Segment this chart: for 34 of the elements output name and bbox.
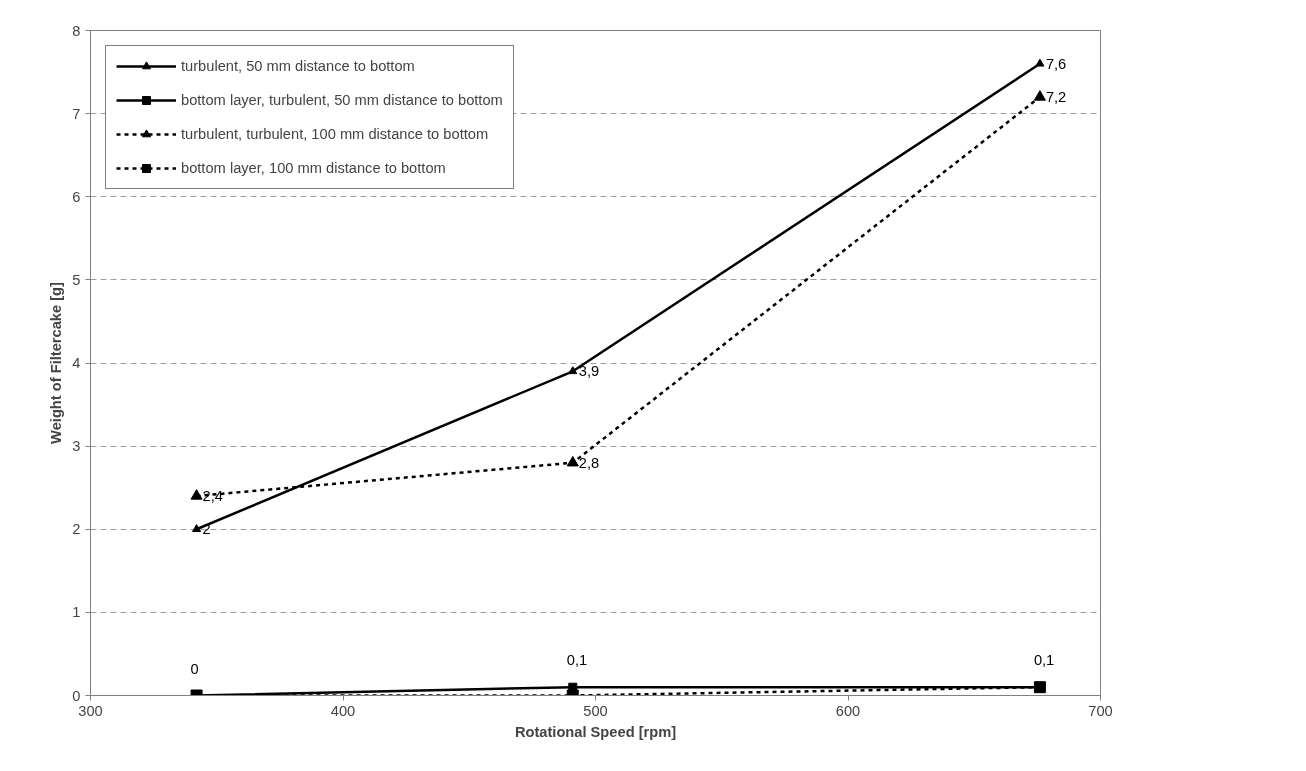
y-tick-label: 0 bbox=[72, 687, 81, 704]
y-tick-label: 1 bbox=[72, 604, 81, 621]
y-tick-label: 6 bbox=[72, 188, 81, 205]
point bbox=[566, 455, 579, 467]
data-label: 2,4 bbox=[202, 488, 223, 504]
y-tick-label: 7 bbox=[72, 105, 81, 122]
y-tick-label: 4 bbox=[72, 355, 81, 371]
data-label: 0,1 bbox=[1033, 652, 1055, 669]
data-label: 2,8 bbox=[578, 454, 600, 471]
x-tick-label: 400 bbox=[330, 702, 356, 719]
data-label: 3,9 bbox=[578, 363, 600, 380]
data-label: 7,6 bbox=[1045, 55, 1067, 72]
x-tick-label: 600 bbox=[835, 702, 861, 719]
point bbox=[192, 524, 202, 533]
x-tick-label: 300 bbox=[78, 702, 103, 719]
y-tick-label: 2 bbox=[72, 521, 81, 538]
y-tick-label: 3 bbox=[72, 438, 81, 455]
point bbox=[190, 489, 203, 500]
point bbox=[1035, 58, 1045, 67]
x-tick-label: 700 bbox=[1088, 702, 1113, 719]
y-tick-label: 5 bbox=[72, 271, 81, 288]
point bbox=[1033, 90, 1046, 101]
legend-label: turbulent, 50 mm distance to bottom bbox=[181, 58, 415, 74]
x-tick-label: 500 bbox=[583, 702, 608, 719]
data-label: 0,1 bbox=[566, 652, 588, 669]
legend-label: bottom layer, turbulent, 50 mm distance to bottom bbox=[181, 92, 503, 108]
y-tick-label: 8 bbox=[72, 22, 81, 39]
data-label: 0 bbox=[190, 660, 199, 677]
point bbox=[568, 366, 578, 375]
legend-label: turbulent, turbulent, 100 mm distance to bottom bbox=[181, 126, 489, 142]
y-axis-title: Weight of Filtercake [g] bbox=[48, 281, 65, 444]
data-label: 7,2 bbox=[1045, 89, 1067, 105]
legend-label: bottom layer, 100 mm distance to bottom bbox=[181, 160, 446, 176]
x-axis-title: Rotational Speed [rpm] bbox=[514, 723, 677, 740]
